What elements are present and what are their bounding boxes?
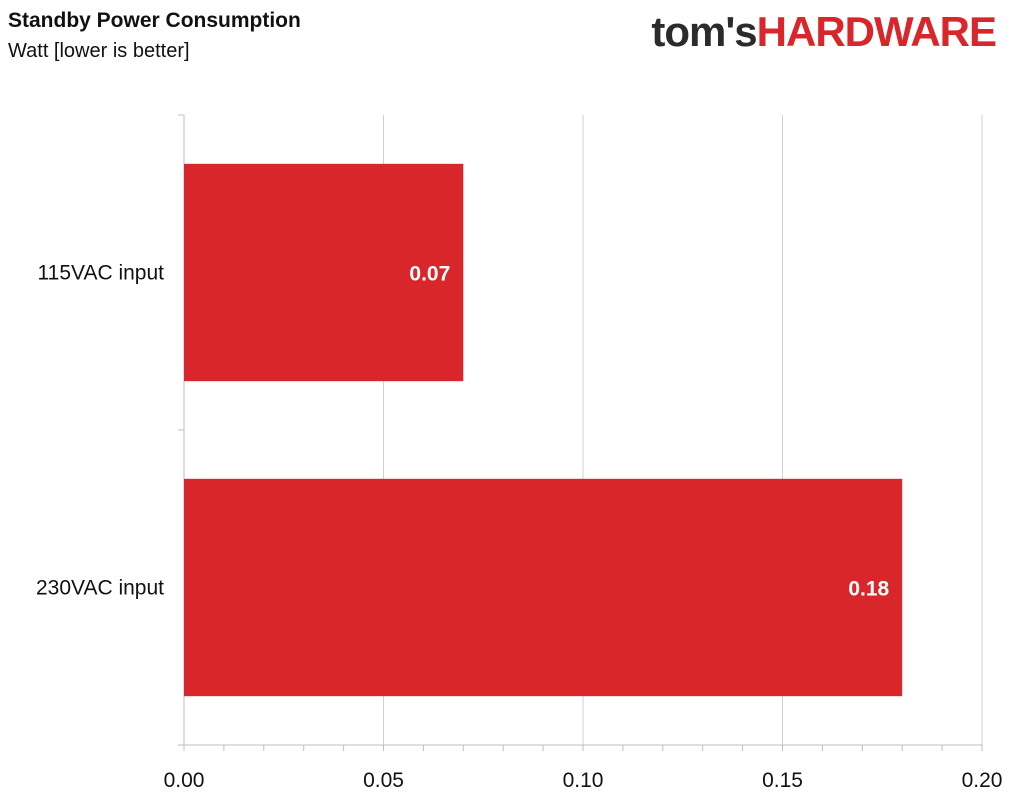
- labels: 0.00 0.05 0.10 0.15 0.20 115VAC input 0.07 230V…: [36, 262, 1002, 793]
- logo-text-part1: tom's: [651, 8, 757, 55]
- data-label: 0.07: [409, 263, 450, 286]
- y-category-label: 230VAC input: [36, 577, 164, 600]
- bar: [184, 478, 903, 697]
- bars: [184, 163, 903, 697]
- x-tick-label: 0.20: [962, 769, 1003, 792]
- data-label: 0.18: [848, 578, 889, 601]
- y-category-label: 115VAC input: [38, 262, 165, 285]
- logo-text-part2: HARDWARE: [756, 8, 997, 55]
- x-tick-label: 0.15: [762, 769, 803, 792]
- chart-subtitle: Watt [lower is better]: [8, 40, 190, 62]
- bar: [184, 163, 464, 382]
- x-tick-label: 0.00: [164, 769, 205, 792]
- chart-title: Standby Power Consumption: [8, 9, 301, 32]
- x-tick-label: 0.05: [363, 769, 404, 792]
- brand-logo: tom'sHARDWARE: [651, 8, 997, 56]
- x-tick-label: 0.10: [563, 769, 604, 792]
